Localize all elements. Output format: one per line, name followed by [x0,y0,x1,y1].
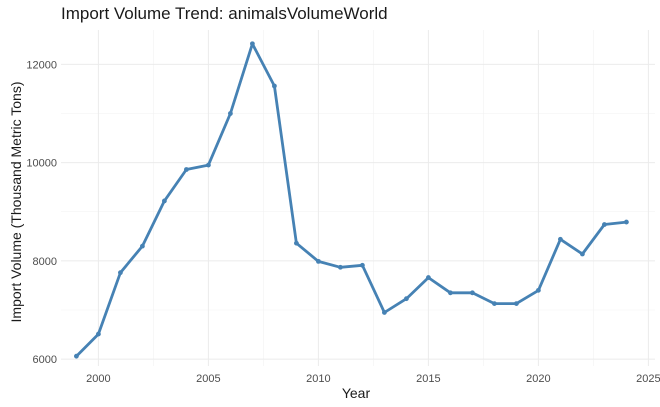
y-tick-label: 12000 [26,59,57,71]
data-point [228,111,233,116]
data-point [74,353,79,359]
x-tick-label: 2015 [416,373,440,385]
data-point [316,258,321,264]
data-point [580,251,585,257]
chart-title: Import Volume Trend: animalsVolumeWorld [61,4,388,23]
data-point [118,270,123,276]
data-point [250,41,255,47]
data-point [360,262,365,268]
x-tick-label: 2020 [526,373,550,385]
y-tick-label: 10000 [26,158,57,170]
series [74,41,629,359]
series-line [75,42,628,358]
y-tick-label: 6000 [33,354,57,366]
data-point [382,310,387,315]
data-point [404,296,409,302]
x-tick-label: 2000 [86,373,110,385]
data-point [448,290,453,296]
x-tick-label: 2010 [306,373,330,385]
data-point [96,331,101,337]
data-point [426,275,431,280]
data-point [602,222,607,227]
grid [61,30,655,366]
data-point [470,290,475,296]
tick-labels: 2000 2005 2010 2015 2020 2025 6000 8000 10000 120… [26,59,660,385]
x-tick-label: 2005 [196,373,220,385]
data-point [140,243,145,249]
data-point [272,83,277,89]
data-point [162,198,167,204]
y-tick-label: 8000 [33,256,57,268]
data-point [514,301,519,307]
data-point [558,236,563,242]
x-axis-title: Year [342,385,371,401]
data-point [624,219,629,225]
data-point [492,301,497,307]
data-point [184,167,189,172]
data-point [206,162,211,168]
y-axis-title: Import Volume (Thousand Metric Tons) [8,82,24,323]
x-tick-label: 2025 [636,373,660,385]
data-point [294,240,299,246]
data-point [338,264,343,270]
data-point [536,287,541,293]
